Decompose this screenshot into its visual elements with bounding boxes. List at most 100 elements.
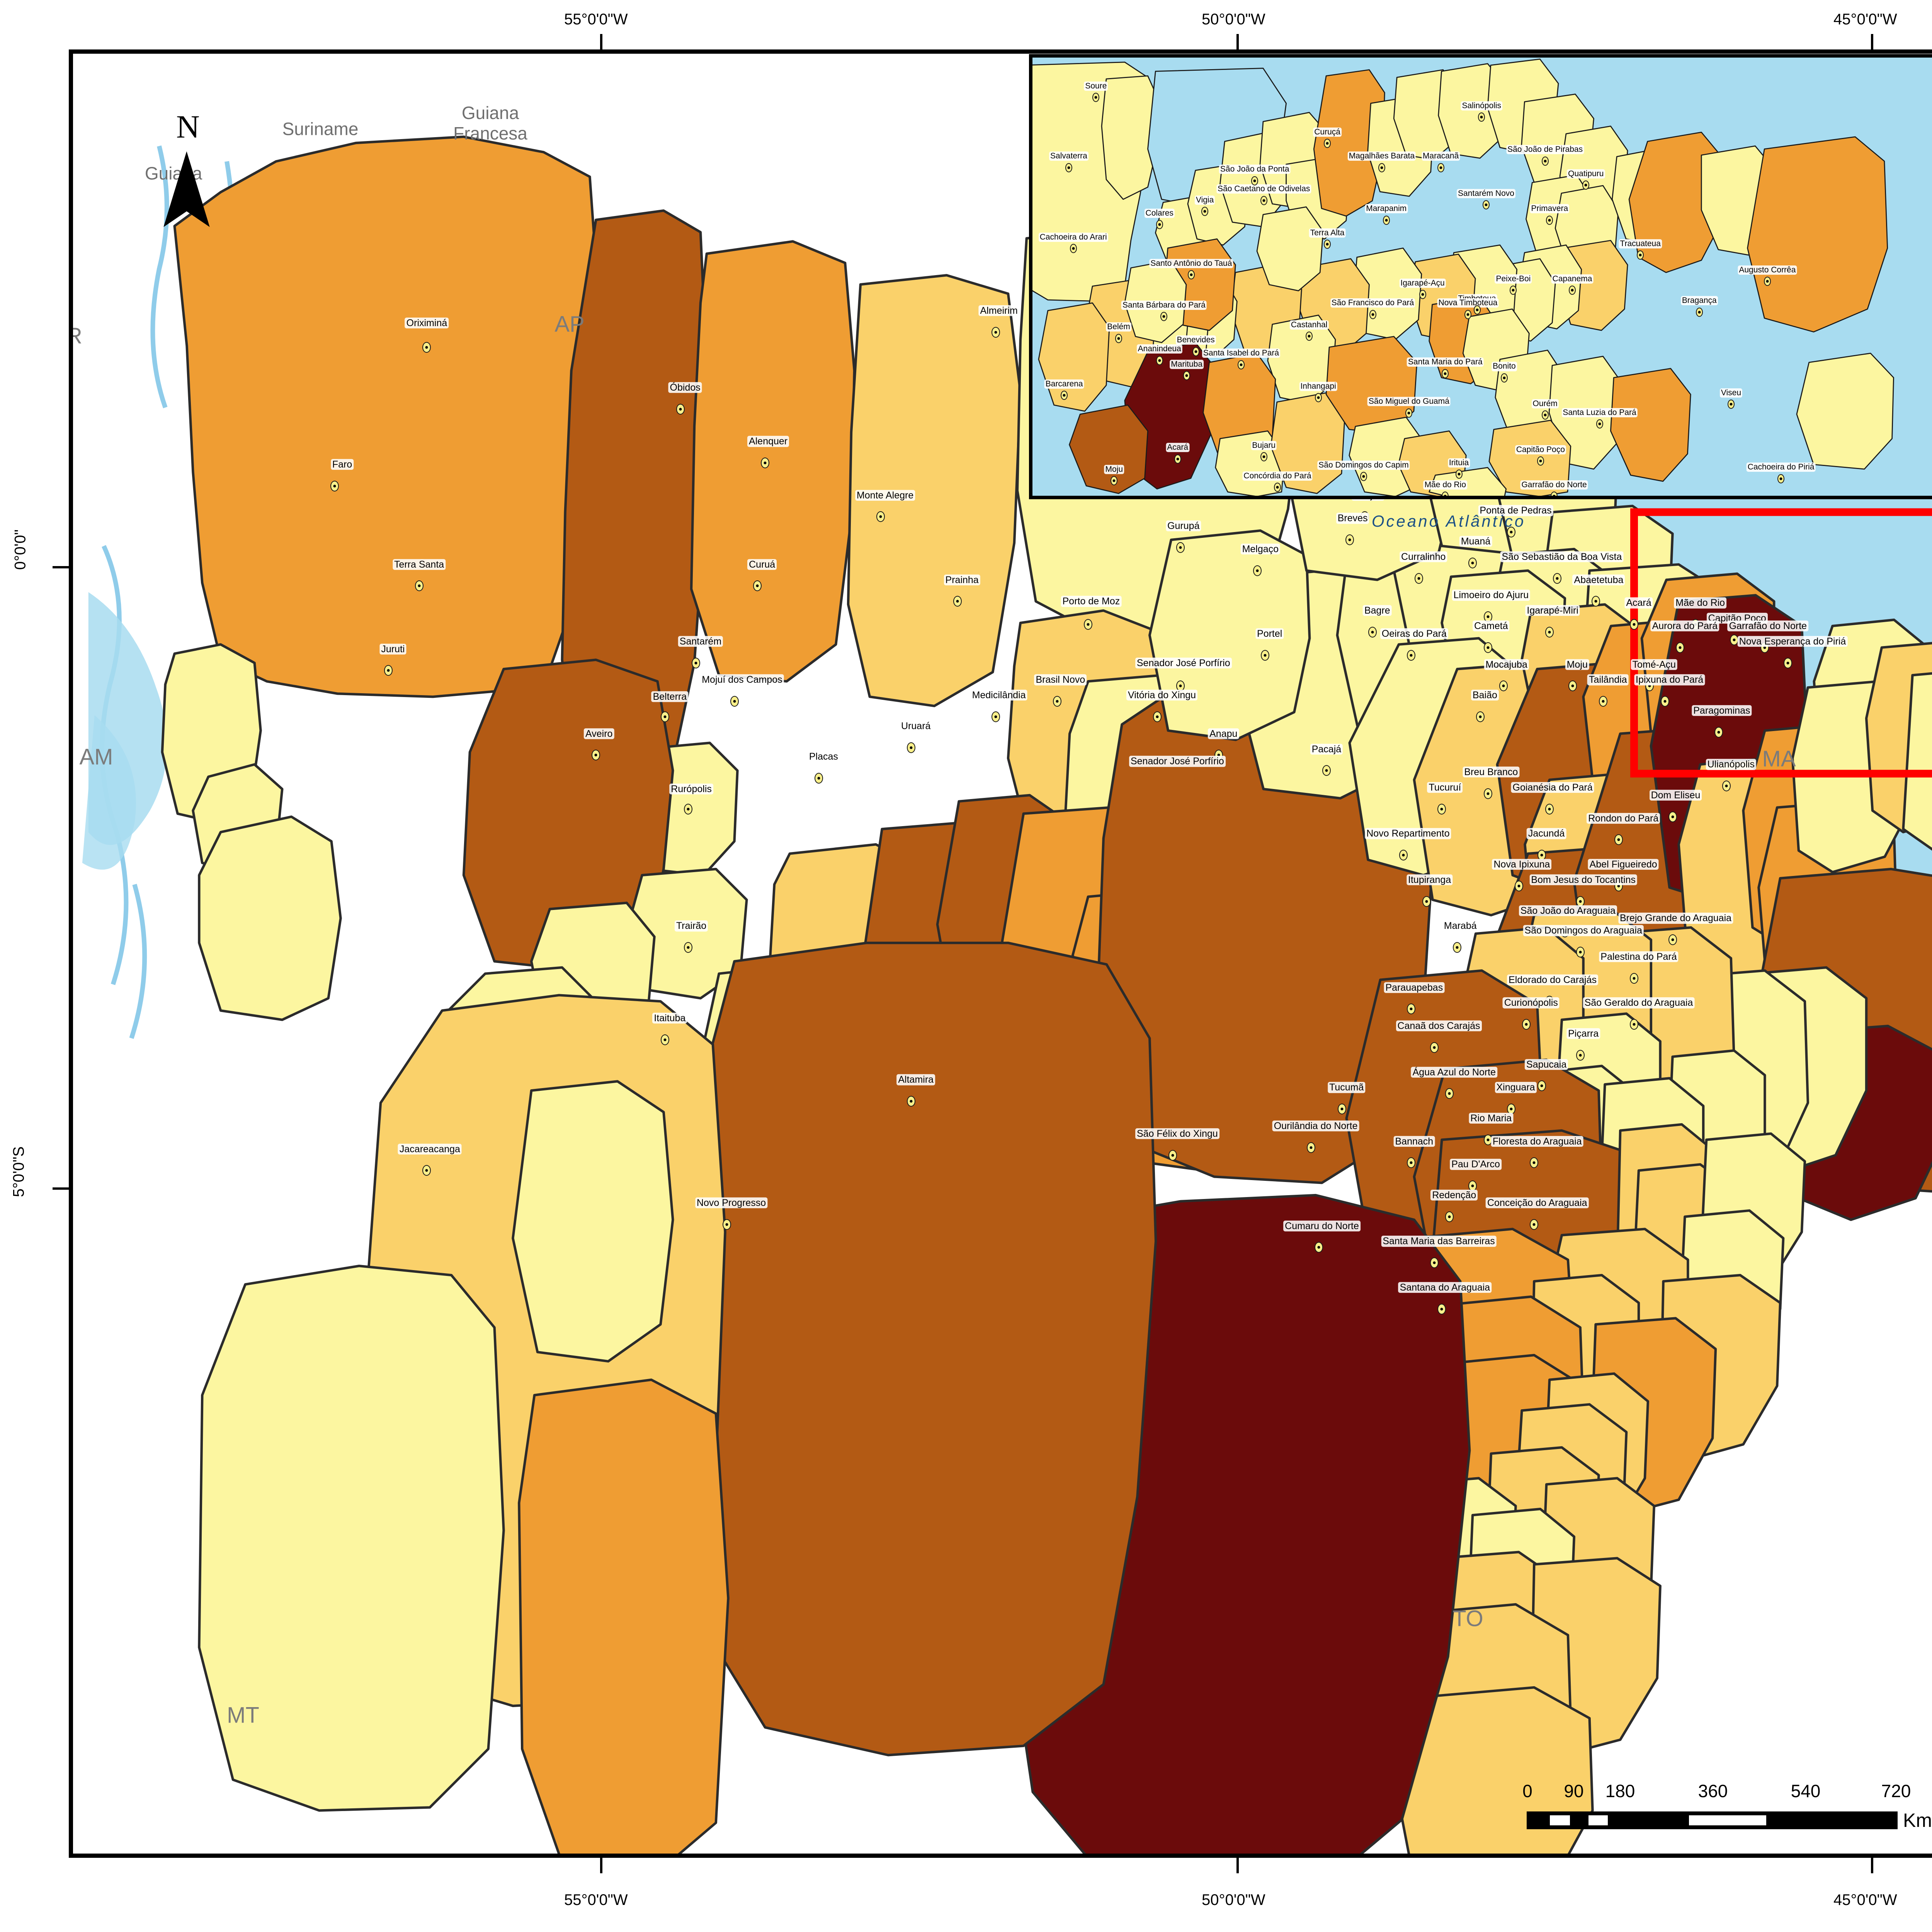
ocean-label-atlantico: Oceano Atlântico [1371,512,1526,530]
municipal-seat-icon [1153,711,1162,722]
municipal-seat-icon [692,657,701,668]
inset-municipality-label: Igarapé-Açu [1399,278,1446,288]
inset-municipality-label: Concórdia do Pará [1242,471,1313,481]
municipal-seat-icon [1730,634,1738,645]
municipality-label: Brejo Grande do Araguaia [1618,913,1733,924]
municipality-label: Bagre [1362,605,1392,616]
inset-municipality-label: Marapanim [1365,204,1408,214]
inset-municipality-label: Ananindeua [1136,344,1182,354]
municipal-seat-icon [1545,626,1554,638]
municipality-label: Tailândia [1587,674,1629,685]
graticule-bottom-45w: 45°0'0"W [1833,1891,1897,1908]
municipal-seat-icon [1406,650,1415,661]
inset-municipal-seat-icon [1260,452,1267,462]
inset-municipal-seat-icon [1541,156,1549,166]
inset-municipality-label: Soure [1084,81,1108,91]
municipality-label: Breu Branco [1463,767,1520,778]
municipality-label: Prainha [944,574,980,585]
municipality-label: Tucuruí [1427,782,1463,793]
inset-municipality-label: Moju [1104,464,1124,474]
inset-municipal-seat-icon [1315,393,1322,402]
municipality-label: Curuá [747,559,777,570]
inset-municipal-seat-icon [1455,469,1463,479]
municipal-seat-icon [1530,1157,1539,1168]
inset-extent-rectangle [1630,508,1932,778]
municipality-label: Altamira [896,1074,935,1085]
municipal-seat-icon [1445,1211,1454,1222]
inset-municipality-label: Santo Antônio do Tauá [1149,259,1233,268]
municipality-label: Bom Jesus do Tocantins [1529,874,1637,886]
municipal-seat-icon [684,942,693,953]
municipality-label: Moju [1565,659,1589,670]
graticule-left-0: 0°0'0" [12,529,29,570]
municipal-seat-icon [1168,1150,1177,1161]
municipal-seat-icon [992,327,1000,338]
municipal-seat-icon [661,711,670,722]
municipality-label: Floresta do Araguaia [1491,1136,1583,1147]
tick-left-0 [53,566,70,568]
main-map-canvas[interactable] [73,54,1932,1854]
municipality-label: Juruti [379,643,406,655]
municipality-label: Conceição do Araguaia [1486,1197,1589,1209]
municipal-seat-icon [1630,619,1639,630]
municipal-seat-icon [1414,573,1423,584]
inset-municipal-seat-icon [1383,215,1390,225]
municipality-label: Paragominas [1692,705,1752,716]
municipal-seat-icon [1468,557,1477,568]
municipal-seat-icon [1406,1003,1415,1015]
country-label-guiana-francesa: Guiana Francesa [453,103,527,143]
municipality-label: Monte Alegre [855,490,915,501]
tick-top-45w [1871,34,1873,50]
municipality-label: Anapu [1208,728,1239,739]
scale-bar-unit: Km [1903,1810,1932,1831]
inset-municipal-seat-icon [1324,240,1331,249]
graticule-bottom-55w: 55°0'0"W [564,1891,628,1908]
inset-municipality-label: Bujaru [1251,440,1277,450]
inset-municipality-label: Capanema [1551,274,1594,284]
municipality-label: Palestina do Pará [1599,951,1679,963]
municipality-label: Curralinho [1400,551,1447,562]
municipality-label: Ourilândia do Norte [1272,1120,1359,1132]
scale-bar-ticks: 0 90 180 360 540 720 [1520,1781,1930,1805]
inset-map-northeast-para[interactable]: Soure Salvaterra Cachoeira do Arari Colares… [1029,54,1932,499]
inset-municipality-label: Santa Bárbara do Pará [1121,300,1207,310]
municipality-label: São Domingos do Araguaia [1523,925,1644,936]
inset-municipal-seat-icon [1238,360,1245,369]
scale-bar: 0 90 180 360 540 720 Km [1520,1781,1932,1858]
municipal-seat-icon [815,773,823,784]
municipality-label: Redenção [1430,1189,1478,1201]
inset-municipal-seat-icon [1192,347,1199,356]
inset-municipality-label: Marituba [1170,359,1204,369]
graticule-bottom-50w: 50°0'0"W [1202,1891,1265,1908]
tick-top-50w [1236,34,1239,50]
municipality-label: Santana do Araguaia [1398,1282,1492,1293]
state-label-am: AM [79,744,113,770]
municipal-seat-icon [1576,1049,1585,1061]
inset-municipal-seat-icon [1187,270,1195,280]
scale-tick-360: 360 [1698,1781,1728,1801]
state-label-ap: AP [554,311,585,337]
municipal-seat-icon [1345,534,1354,546]
municipal-seat-icon [676,403,685,415]
municipality-label: Alenquer [747,436,789,447]
inset-municipal-seat-icon [1596,419,1603,429]
inset-municipality-label: São João da Ponta [1219,165,1291,174]
inset-municipality-label: Inhangapi [1299,381,1337,391]
municipal-seat-icon [1084,619,1093,630]
municipality-label: Água Azul do Norte [1411,1066,1498,1078]
municipal-seat-icon [761,457,770,468]
municipality-label: Senador José Porfírio [1129,756,1226,767]
inset-municipal-seat-icon [1156,220,1163,230]
municipality-label: São João do Araguaia [1519,905,1617,916]
municipal-seat-icon [1722,781,1731,792]
inset-municipality-label: São Francisco do Pará [1330,298,1415,308]
municipal-seat-icon [1437,803,1446,815]
municipality-label: Trairão [674,920,708,932]
municipality-label: Aveiro [584,728,614,739]
municipal-seat-icon [1668,934,1677,946]
inset-municipal-seat-icon [1537,456,1544,466]
inset-municipal-seat-icon [1260,196,1267,205]
municipal-seat-icon [1368,626,1377,638]
inset-municipality-label: Vigia [1194,195,1215,205]
